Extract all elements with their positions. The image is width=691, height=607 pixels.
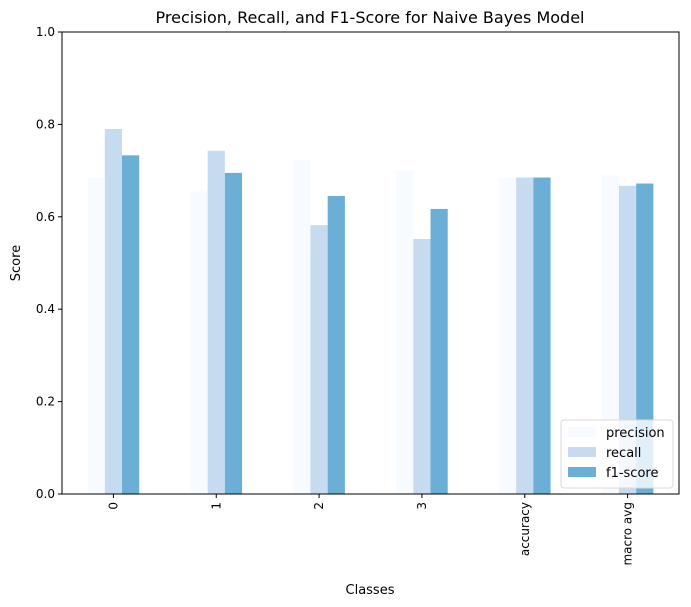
x-tick-label: accuracy (518, 502, 532, 556)
x-tick-label: 0 (106, 502, 120, 510)
legend-swatch-f1-score (568, 467, 596, 477)
bar-recall-3 (413, 238, 431, 494)
bar-precision-3 (396, 170, 414, 494)
bar-f1-score-accuracy (533, 177, 551, 494)
y-tick-label: 0.0 (36, 487, 55, 501)
bar-recall-macro-avg (618, 185, 637, 494)
legend-label-f1-score: f1-score (606, 466, 658, 481)
chart-title: Precision, Recall, and F1-Score for Naiv… (156, 8, 585, 27)
bar-f1-score-macro-avg (636, 183, 654, 495)
x-tick-label: 1 (209, 502, 223, 510)
plot-frame (61, 31, 680, 495)
x-tick-label: macro avg (621, 502, 635, 566)
x-axis: 0 1 2 3 accuracy macro avg (106, 494, 635, 566)
y-tick-label: 0.6 (36, 210, 55, 224)
y-tick-label: 1.0 (36, 25, 55, 39)
bars-group (87, 129, 654, 495)
y-axis-label: Score (9, 245, 24, 281)
bar-recall-2 (310, 225, 328, 494)
legend-label-recall: recall (606, 446, 641, 461)
bar-precision-1 (190, 191, 208, 494)
bar-precision-accuracy (498, 177, 517, 494)
bar-recall-0 (104, 129, 123, 494)
legend-label-precision: precision (606, 426, 665, 441)
bar-precision-macro-avg (601, 175, 619, 494)
bar-f1-score-0 (122, 155, 140, 494)
y-tick-label: 0.2 (36, 395, 55, 409)
bar-f1-score-2 (327, 196, 345, 494)
bar-precision-2 (293, 160, 311, 494)
x-axis-label: Classes (346, 583, 395, 598)
y-axis: 0.0 0.2 0.4 0.6 0.8 1.0 (36, 25, 62, 501)
legend-swatch-precision (568, 427, 596, 437)
legend: precision recall f1-score (560, 419, 674, 489)
y-tick-label: 0.4 (36, 302, 55, 316)
legend-swatch-recall (568, 447, 596, 457)
x-tick-label: 3 (415, 502, 429, 510)
bar-recall-1 (207, 150, 225, 495)
x-tick-label: 2 (312, 502, 326, 510)
bar-f1-score-1 (224, 172, 243, 494)
bar-recall-accuracy (516, 177, 534, 494)
bar-precision-0 (87, 177, 105, 494)
bar-f1-score-3 (430, 208, 448, 494)
y-tick-label: 0.8 (36, 117, 55, 131)
